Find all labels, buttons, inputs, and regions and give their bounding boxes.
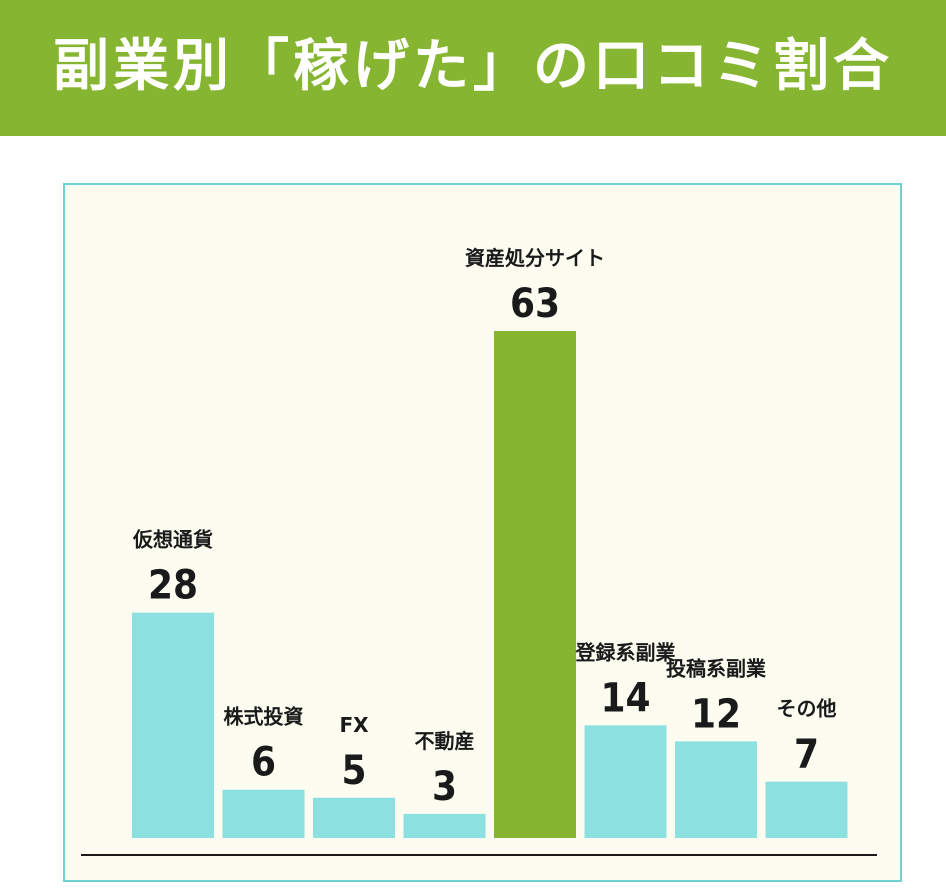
value-label-5: 14 [600,675,650,721]
category-label-1: 株式投資 [224,705,304,729]
category-label-5: 登録系副業 [575,640,677,664]
category-label-4: 資産処分サイト [465,246,605,270]
category-label-0: 仮想通貨 [132,528,213,552]
bar-1 [222,789,305,838]
bar-6 [675,741,757,838]
bar-5 [584,725,667,838]
value-label-2: 5 [341,748,366,794]
value-label-3: 3 [432,764,457,810]
value-label-6: 12 [691,691,741,737]
category-label-2: FX [339,713,369,737]
value-label-1: 6 [251,740,276,786]
page-title: 副業別「稼げた」の口コミ割合 [53,34,893,99]
bar-3 [403,813,486,838]
category-label-7: その他 [777,697,837,721]
bar-4 [494,331,576,838]
category-label-6: 投稿系副業 [666,656,767,680]
category-label-3: 不動産 [415,729,475,753]
header-bar: 副業別「稼げた」の口コミ割合 [0,0,946,136]
value-label-0: 28 [148,563,198,609]
value-label-4: 63 [510,281,560,327]
bar-7 [765,781,848,838]
bar-2 [313,797,395,838]
value-label-7: 7 [794,732,819,778]
bar-0 [132,612,214,838]
